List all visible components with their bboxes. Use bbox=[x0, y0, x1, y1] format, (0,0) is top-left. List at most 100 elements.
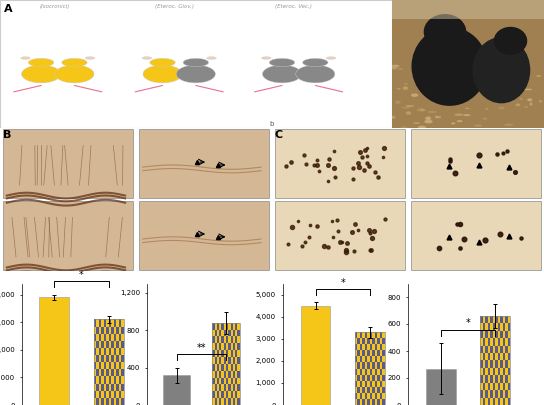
Bar bbox=[500, 316, 503, 323]
Text: *: * bbox=[466, 318, 470, 328]
Bar bbox=[235, 350, 237, 357]
Bar bbox=[498, 375, 500, 383]
Bar bbox=[503, 345, 505, 353]
Bar bbox=[219, 398, 221, 405]
Bar bbox=[505, 360, 508, 368]
Bar bbox=[219, 391, 221, 398]
Bar bbox=[96, 398, 99, 405]
Ellipse shape bbox=[463, 114, 471, 116]
Ellipse shape bbox=[485, 107, 489, 110]
Bar bbox=[116, 348, 119, 355]
Bar bbox=[505, 331, 508, 338]
Bar bbox=[228, 323, 231, 330]
Ellipse shape bbox=[262, 65, 301, 83]
Bar bbox=[355, 375, 357, 381]
Bar bbox=[367, 350, 370, 356]
Bar bbox=[235, 323, 237, 330]
Ellipse shape bbox=[391, 67, 397, 69]
Bar bbox=[112, 348, 114, 355]
Bar bbox=[215, 364, 217, 371]
Ellipse shape bbox=[516, 104, 520, 106]
Bar bbox=[360, 338, 362, 344]
Bar bbox=[505, 383, 508, 390]
Bar bbox=[101, 391, 104, 398]
Bar bbox=[101, 355, 104, 362]
Bar bbox=[382, 393, 385, 399]
Bar bbox=[485, 398, 487, 405]
Bar bbox=[104, 391, 106, 398]
Ellipse shape bbox=[444, 79, 448, 80]
Bar bbox=[490, 331, 492, 338]
Bar bbox=[237, 330, 239, 337]
Bar bbox=[116, 326, 119, 334]
Bar bbox=[114, 384, 116, 391]
Bar bbox=[224, 398, 226, 405]
Bar bbox=[485, 353, 487, 360]
Bar bbox=[219, 330, 221, 337]
Bar bbox=[367, 369, 370, 375]
Bar bbox=[99, 384, 101, 391]
Ellipse shape bbox=[183, 58, 208, 67]
Text: (Eteroc. Vec.): (Eteroc. Vec.) bbox=[275, 4, 312, 9]
Bar bbox=[94, 398, 96, 405]
Bar bbox=[226, 343, 228, 350]
Bar bbox=[378, 332, 380, 338]
Bar bbox=[505, 316, 508, 323]
Bar bbox=[500, 331, 503, 338]
Bar bbox=[492, 316, 495, 323]
Bar bbox=[99, 355, 101, 362]
Bar bbox=[228, 377, 231, 384]
Ellipse shape bbox=[391, 65, 399, 66]
Bar bbox=[233, 357, 235, 364]
Ellipse shape bbox=[413, 122, 420, 124]
Bar bbox=[360, 375, 362, 381]
Bar bbox=[99, 398, 101, 405]
Bar bbox=[215, 384, 217, 391]
Ellipse shape bbox=[424, 81, 428, 83]
Ellipse shape bbox=[401, 126, 407, 128]
Bar bbox=[121, 362, 123, 369]
Bar bbox=[224, 323, 226, 330]
Ellipse shape bbox=[434, 89, 437, 91]
Bar bbox=[380, 338, 382, 344]
Ellipse shape bbox=[411, 27, 487, 106]
Ellipse shape bbox=[451, 122, 455, 124]
Ellipse shape bbox=[428, 111, 437, 113]
Bar bbox=[104, 334, 106, 341]
Bar bbox=[39, 297, 69, 405]
Bar bbox=[212, 323, 239, 405]
Bar bbox=[355, 350, 357, 356]
Bar bbox=[101, 362, 104, 369]
Ellipse shape bbox=[484, 80, 493, 83]
Bar bbox=[357, 399, 360, 405]
Bar bbox=[503, 316, 505, 323]
Bar bbox=[112, 398, 114, 405]
Bar bbox=[237, 323, 239, 330]
Bar bbox=[215, 391, 217, 398]
Bar bbox=[235, 364, 237, 371]
Bar bbox=[219, 364, 221, 371]
Bar bbox=[99, 326, 101, 334]
Bar bbox=[233, 377, 235, 384]
Bar bbox=[226, 364, 228, 371]
Bar bbox=[365, 362, 367, 369]
Bar bbox=[498, 323, 500, 331]
Bar bbox=[380, 350, 382, 356]
Bar bbox=[121, 341, 123, 348]
Bar bbox=[367, 338, 370, 344]
Bar bbox=[231, 323, 233, 330]
Bar bbox=[101, 320, 104, 326]
Bar bbox=[101, 348, 104, 355]
Bar bbox=[370, 332, 373, 338]
Ellipse shape bbox=[424, 120, 433, 124]
Bar bbox=[109, 362, 112, 369]
Bar bbox=[106, 384, 109, 391]
Bar bbox=[233, 323, 235, 330]
Bar bbox=[119, 369, 121, 377]
Bar bbox=[109, 326, 112, 334]
Bar bbox=[355, 362, 357, 369]
Bar bbox=[106, 391, 109, 398]
Bar bbox=[226, 357, 228, 364]
Bar bbox=[375, 393, 378, 399]
Bar bbox=[99, 391, 101, 398]
